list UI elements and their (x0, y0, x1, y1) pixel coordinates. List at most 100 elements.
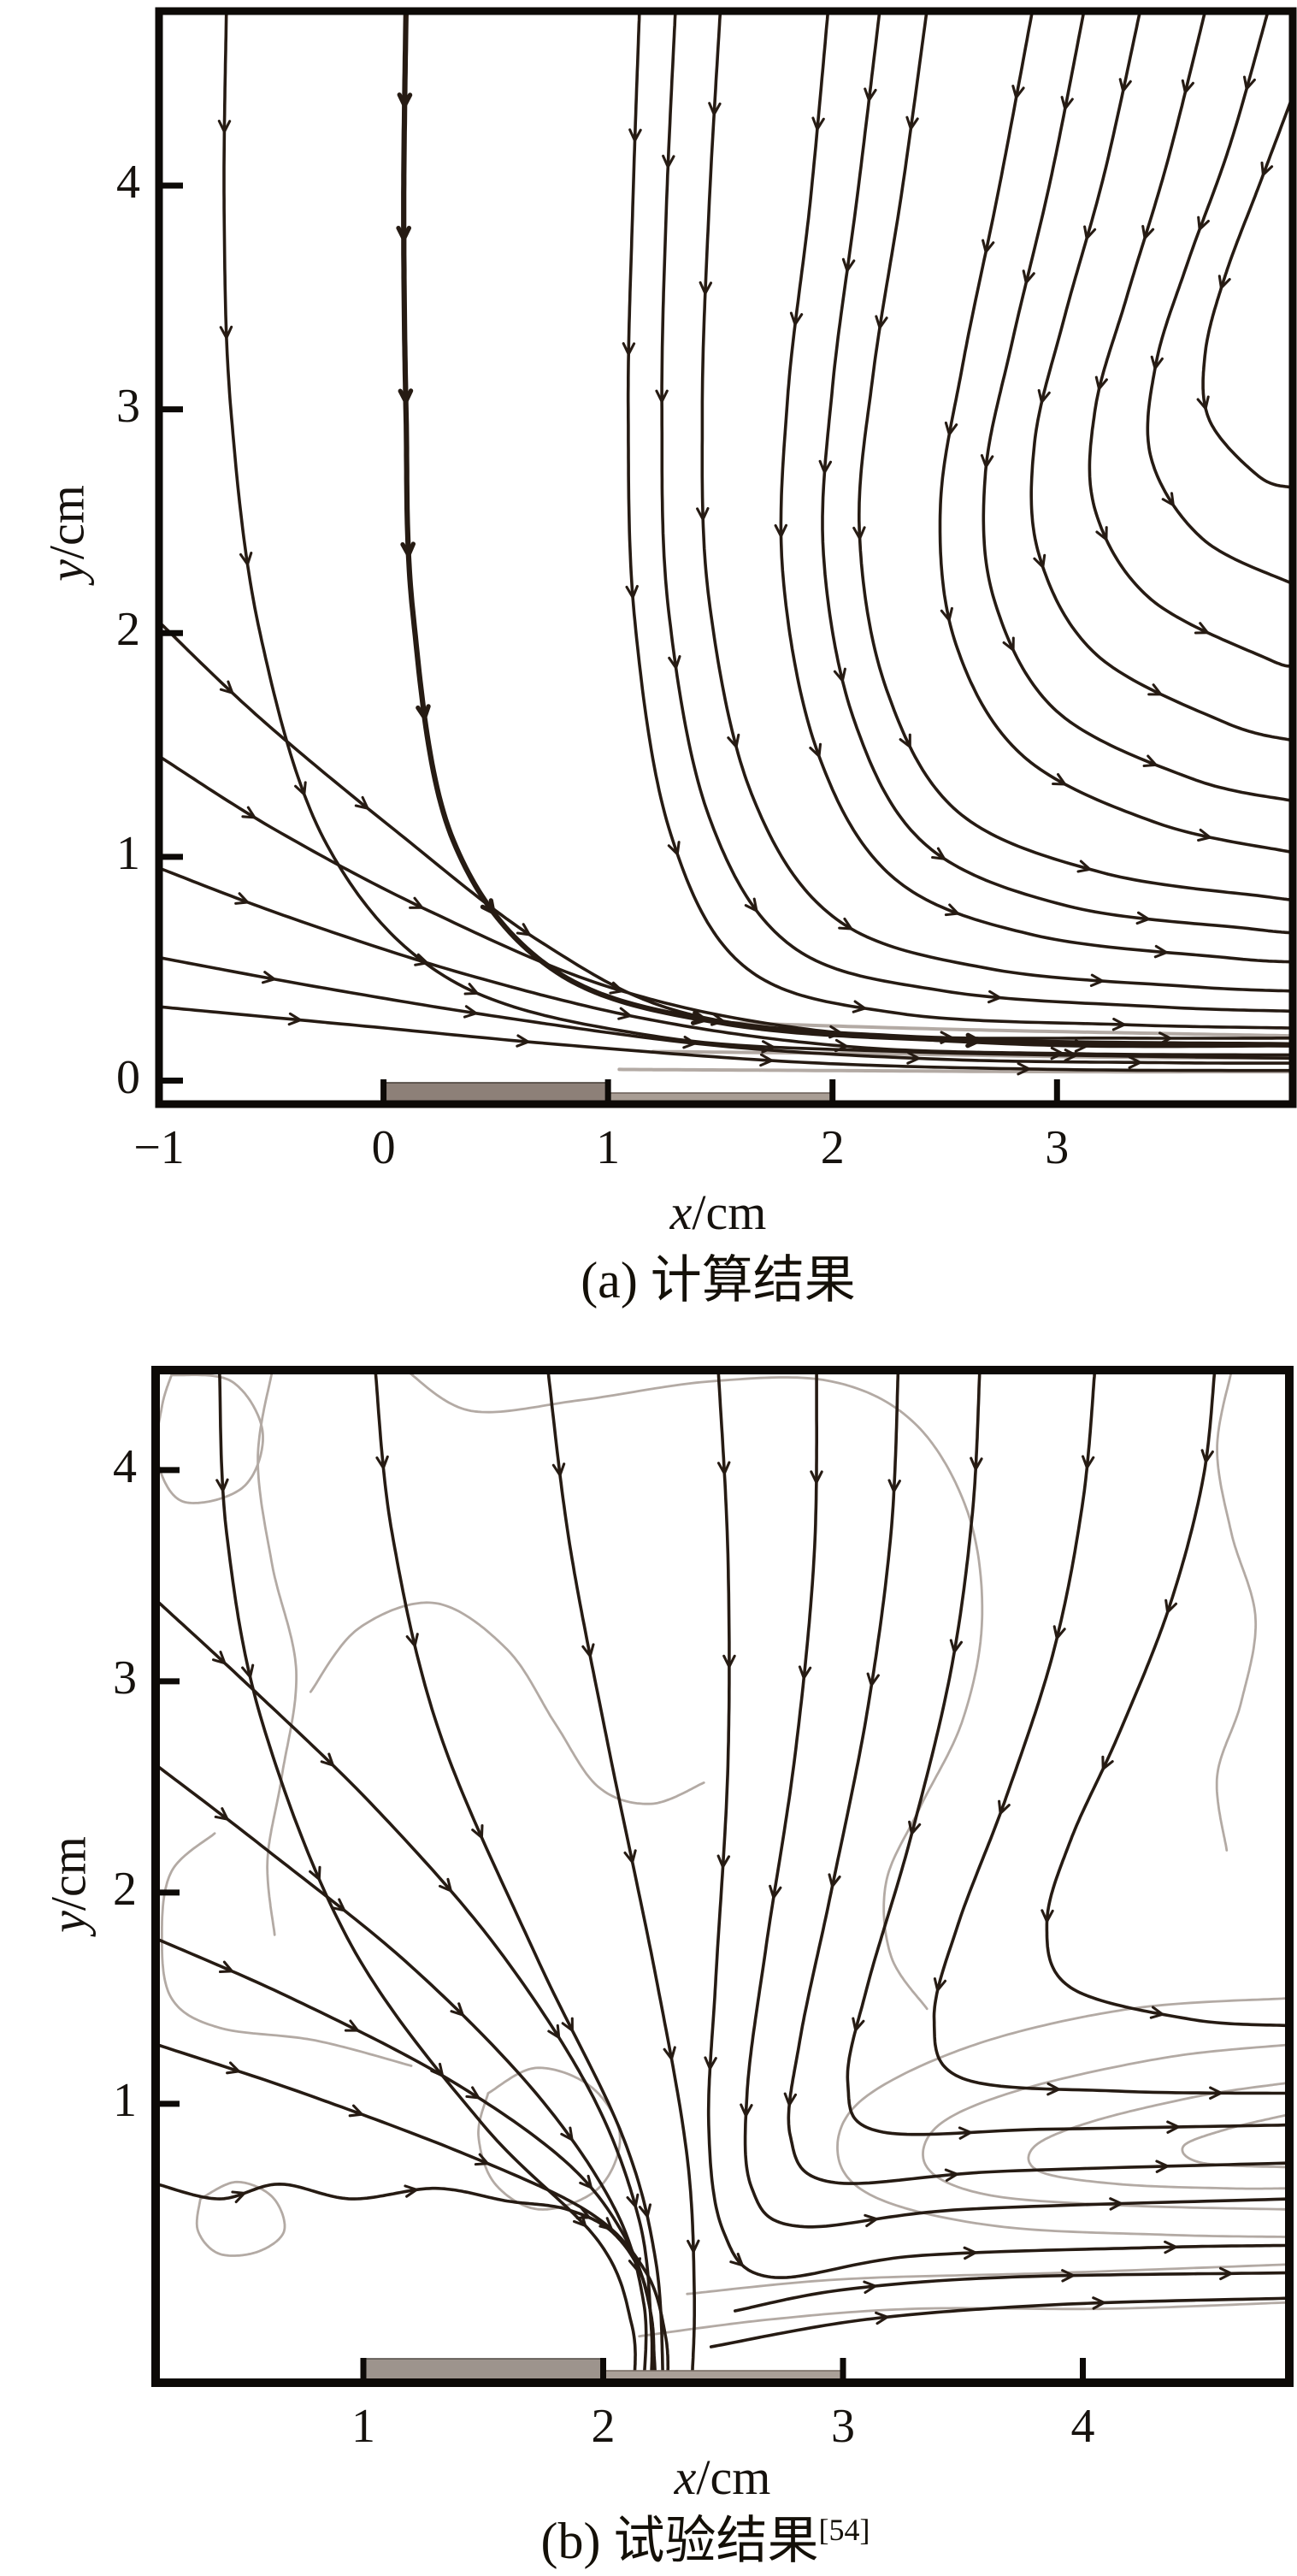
panel-b-contour-line-6 (836, 1997, 1289, 2238)
panel-a-streamline-11-arrow-3 (1095, 526, 1108, 541)
panel-b-streamline-1-arrow-4 (638, 2203, 652, 2219)
panel-b-streamline-0-arrow-2 (309, 1865, 321, 1881)
panel-a-streamline-4-arrow-4 (838, 917, 853, 931)
panel-a-frame (155, 7, 1297, 1108)
panel-a-streamline-0-arrow-3 (294, 781, 307, 796)
panel-a-streamline-9-arrow-4 (1142, 754, 1158, 768)
panel-b-streamline-4-arrow-1 (798, 1665, 812, 1680)
panel-b-streamline-11-arrow-2 (465, 2086, 480, 2100)
panel-b-streamline-10-arrow-3 (560, 2126, 574, 2142)
panel-b-streamline-3-arrow-4 (729, 2252, 744, 2267)
panel-a-streamline-0-arrow-0 (217, 119, 232, 133)
panel-a-streamline-7-arrow-0 (905, 115, 919, 131)
panel-b-contour-line-13 (195, 2180, 286, 2257)
panel-a-streamline-11 (1088, 11, 1293, 668)
panel-a-streamline-5 (779, 11, 1293, 964)
panel-b-streamline-0-arrow-0 (215, 1478, 229, 1492)
panel-a-streamline-15-arrow-4 (1074, 1039, 1088, 1053)
panel-a-streamline-3-arrow-3 (744, 897, 758, 913)
panel-b-streamline-12-arrow-1 (348, 2104, 363, 2118)
panel-b-streamline-12-arrow-2 (474, 2153, 489, 2166)
panel-a-streamline-4-arrow-3 (727, 733, 740, 748)
panel-b-streamline-7 (932, 1370, 1289, 2095)
panel-b-streamline-8-arrow-3 (1041, 1909, 1054, 1923)
panel-b-streamline-2-arrow-3 (663, 2046, 676, 2060)
panel-b-streamline-2-arrow-0 (551, 1462, 566, 1477)
panel-a-contour-line-2 (718, 1020, 1293, 1038)
panel-b-streamline-14-arrow-2 (1218, 2266, 1233, 2281)
panel-a-flow-field (159, 11, 1293, 1076)
panel-a-streamline-16-arrow-3 (834, 1038, 848, 1053)
panel-a-streamline-11-arrow-4 (1194, 622, 1209, 635)
panel-b-contour-line-3 (309, 1601, 705, 1805)
panel-a-streamline-12-arrow-3 (1161, 492, 1175, 507)
panel-a-streamline-8-arrow-0 (1011, 85, 1025, 99)
panel-a-streamline-0 (222, 11, 1293, 1061)
panel-a-streamline-6-arrow-3 (833, 667, 846, 682)
panel-a-streamline-10-arrow-0 (1118, 78, 1132, 92)
panel-a-streamline-8-arrow-2 (944, 421, 958, 436)
panel-a-streamline-15-arrow-3 (828, 1025, 843, 1039)
panel-a-streamline-7-arrow-4 (1076, 860, 1092, 873)
panel-b-contour-line-8 (1027, 2081, 1289, 2190)
panel-a-streamline-11-arrow-1 (1141, 224, 1155, 239)
panel-b-streamline-2-arrow-2 (623, 1849, 637, 1864)
panel-a-streamline-13-arrow-2 (1196, 395, 1210, 411)
panel-a-streamline-17 (159, 955, 1293, 1065)
panel-a-streamline-11-arrow-0 (1181, 79, 1194, 94)
panel-b-contour-line-5 (477, 2066, 622, 2211)
panel-b-contour-line-2 (405, 1370, 984, 2011)
panel-b-streamline-0 (217, 1370, 637, 2383)
panel-a-streamline-9-arrow-1 (1022, 269, 1035, 285)
panel-a-streamline-4-arrow-5 (1089, 973, 1104, 988)
panel-a-streamline-12-arrow-2 (1150, 355, 1164, 370)
panel-b-streamline-1-arrow-1 (405, 1633, 419, 1647)
panel-b-streamline-6-arrow-1 (949, 1639, 964, 1654)
panel-a-streamline-1-arrow-0 (397, 92, 413, 109)
panel-b-streamline-13-arrow-1 (404, 2184, 418, 2198)
panel-b-streamline-10 (156, 1764, 648, 2383)
panel-a-substrate-bar-0 (382, 1082, 609, 1103)
panel-b-streamline-8-arrow-1 (1164, 1598, 1178, 1614)
panel-a-streamline-13-arrow-0 (1260, 161, 1274, 176)
panel-a-streamline-9-arrow-0 (1060, 96, 1074, 110)
panel-a-streamline-16-arrow-1 (414, 953, 429, 966)
panel-b-contour-line-12 (686, 2263, 1289, 2295)
panel-b-streamline-7-arrow-1 (1052, 1625, 1066, 1640)
panel-a-streamline-4-arrow-0 (708, 102, 722, 116)
panel-b-substrate-bar-0 (363, 2358, 604, 2382)
panel-b-streamline-0-arrow-1 (241, 1663, 255, 1679)
panel-a-streamline-14-arrow-5 (1158, 1031, 1172, 1045)
panel-b-streamline-6-arrow-3 (852, 2017, 865, 2032)
panel-a-streamline-16-arrow-4 (1050, 1046, 1064, 1061)
panel-a-streamline-5-arrow-3 (809, 742, 822, 758)
panel-a-streamline-8-arrow-3 (940, 606, 953, 622)
panel-a-streamline-17-arrow-0 (261, 971, 276, 984)
panel-b-streamline-3-arrow-0 (716, 1461, 731, 1475)
panel-b-streamline-9-arrow-0 (211, 1651, 227, 1665)
panel-a-streamline-18-arrow-1 (516, 1034, 530, 1048)
panel-b-streamline-5-arrow-1 (866, 1672, 880, 1687)
panel-a-streamline-2-arrow-2 (625, 584, 639, 600)
panel-a-streamline-2-arrow-3 (667, 841, 681, 856)
panel-a-streamline-14 (159, 620, 1293, 1040)
panel-b-streamline-1-arrow-2 (471, 1823, 484, 1840)
panel-b-streamline-14 (734, 2271, 1289, 2313)
panel-a-streamline-6-arrow-4 (931, 847, 946, 860)
panel-b-streamline-3-arrow-6 (1164, 2240, 1177, 2254)
panel-a-streamline-18 (159, 1005, 1293, 1072)
panel-b-streamline-14-arrow-1 (1061, 2269, 1075, 2283)
panel-a-streamline-8-arrow-4 (1052, 772, 1067, 786)
panel-b-streamline-1-arrow-3 (561, 2017, 574, 2032)
panel-b-streamline-8 (1045, 1370, 1289, 2028)
panel-a-streamline-4-arrow-2 (696, 506, 710, 521)
panel-b-streamline-5-arrow-0 (887, 1479, 901, 1493)
panel-b-streamline-15-arrow-0 (875, 2311, 889, 2325)
panel-a-streamline-6-arrow-5 (1135, 911, 1150, 925)
panel-a-streamline-3-arrow-0 (662, 154, 675, 168)
panel-b-streamline-7-arrow-5 (1209, 2086, 1223, 2100)
panel-a-streamline-18-arrow-3 (1017, 1061, 1031, 1076)
panel-b-streamline-4-arrow-3 (740, 2103, 753, 2118)
panel-a-streamline-17-arrow-4 (1128, 1055, 1142, 1069)
panel-a-streamline-10 (1029, 11, 1293, 742)
